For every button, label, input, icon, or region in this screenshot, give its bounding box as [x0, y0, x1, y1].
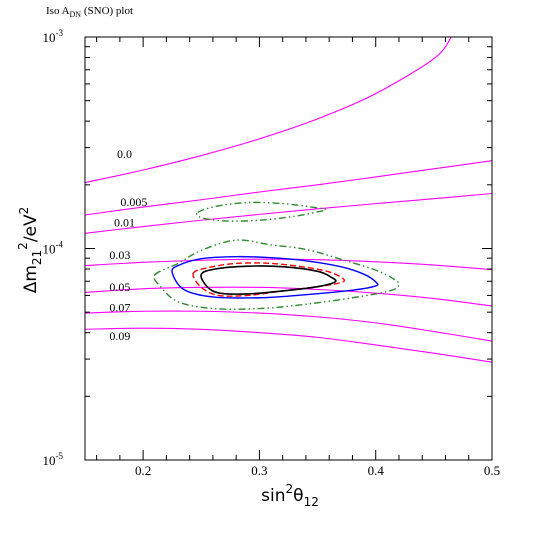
x-tick-labels: 0.2 0.3 0.4 0.5: [135, 463, 500, 478]
iso-line-label: 0.0: [117, 147, 132, 161]
iso-lines: [85, 37, 492, 363]
x-tick-label: 0.5: [484, 463, 500, 478]
iso-line-label: 0.005: [120, 195, 147, 209]
iso-line-label: 0.05: [109, 280, 130, 294]
iso-line-label: 0.07: [109, 300, 130, 314]
confidence-contours: [153, 201, 400, 310]
axis-ticks: [85, 36, 493, 461]
iso-line-0-005: [85, 160, 492, 216]
iso-line-0-09: [85, 327, 492, 363]
x-tick-label: 0.4: [368, 463, 385, 478]
x-tick-label: 0.3: [251, 463, 267, 478]
contour-contour_99-0: [196, 201, 327, 222]
contour-contour_95-2: [171, 255, 379, 299]
iso-line-0-05: [85, 286, 492, 307]
y-tick-label: 10-4: [43, 240, 64, 257]
chart-title: Iso ADN (SNO) plot: [46, 5, 133, 19]
iso-line-0-07: [85, 310, 492, 342]
title-main: Iso A: [46, 5, 70, 17]
title-subscript: DN: [70, 10, 82, 19]
contour-contour_99-1: [153, 239, 400, 310]
y-tick-label: 10-5: [43, 451, 64, 468]
y-tick-labels: 10-5 10-4 10-3: [43, 28, 64, 468]
x-axis-title: sin2θ12: [261, 482, 319, 509]
iso-line-label: 0.01: [114, 216, 135, 230]
contour-contour_90-3: [192, 262, 346, 297]
iso-line-label: 0.09: [109, 329, 130, 343]
y-tick-label: 10-3: [43, 28, 64, 45]
contour-contour_best-4: [200, 265, 337, 295]
title-rest: (SNO) plot: [81, 5, 133, 17]
x-tick-label: 0.2: [135, 463, 151, 478]
iso-line-label: 0.03: [109, 248, 130, 262]
iso-line-0-0: [85, 37, 452, 184]
iso-line-0-01: [85, 192, 492, 234]
iso-line-labels: 0.0 0.005 0.01 0.03 0.05 0.07 0.09: [109, 147, 147, 343]
y-axis-title: Δm212/eV2: [16, 207, 44, 294]
